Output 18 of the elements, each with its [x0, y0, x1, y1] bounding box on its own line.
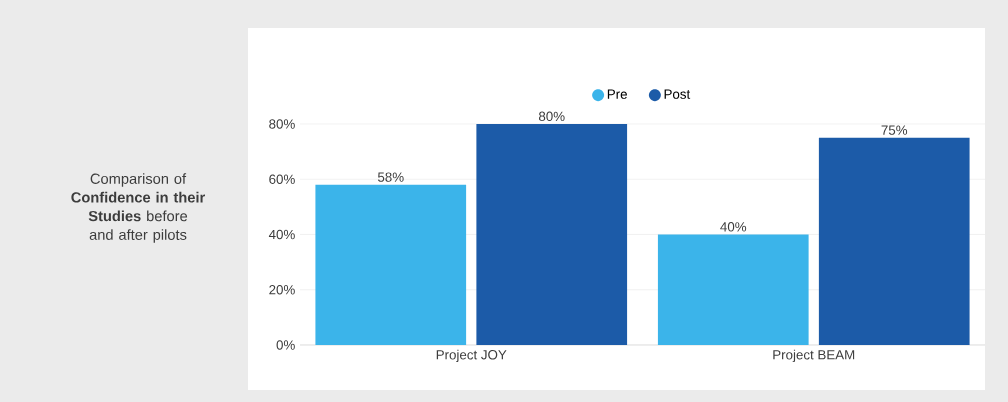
y-tick-label: 0%: [276, 340, 295, 350]
x-tick-label: Project BEAM: [773, 349, 855, 363]
bar: [657, 234, 809, 345]
bar: [315, 184, 467, 345]
y-tick-label: 20%: [269, 285, 295, 295]
y-tick-label: 80%: [269, 119, 295, 129]
data-label: 75%: [881, 125, 908, 135]
legend-label: Post: [664, 89, 691, 99]
y-tick-label: 60%: [269, 174, 295, 184]
data-label: 58%: [377, 172, 404, 182]
legend-label: Pre: [607, 89, 627, 99]
bar: [818, 137, 970, 345]
data-label: 80%: [538, 111, 565, 122]
bar: [476, 123, 628, 345]
data-label: 40%: [720, 222, 747, 232]
y-tick-label: 40%: [268, 229, 295, 240]
text: Comparison of Confidence in their Studies before and after pilots: [71, 173, 205, 243]
x-tick-label: Project JOY: [436, 349, 507, 363]
